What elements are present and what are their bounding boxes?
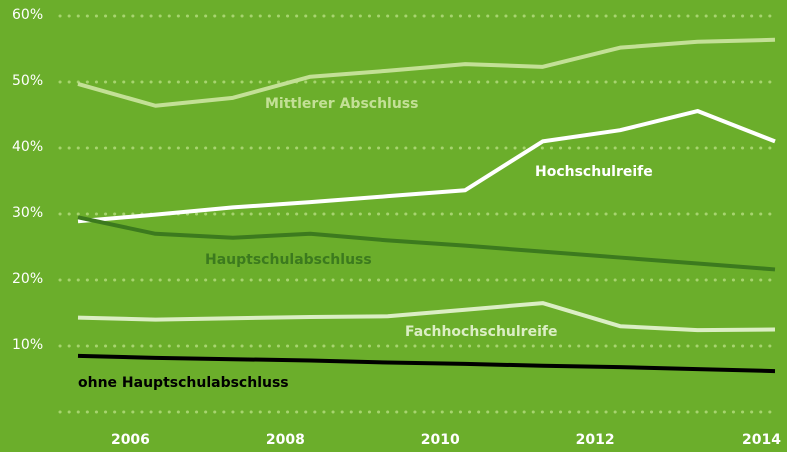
series-label: Hauptschulabschluss bbox=[205, 252, 372, 268]
series-label: Hochschulreife bbox=[535, 164, 653, 180]
series-label: Fachhochschulreife bbox=[405, 324, 557, 340]
y-tick-label: 60% bbox=[12, 7, 43, 23]
y-tick-label: 40% bbox=[12, 139, 43, 155]
y-tick-label: 50% bbox=[12, 73, 43, 89]
series-line bbox=[77, 37, 776, 108]
series-line bbox=[77, 353, 776, 374]
x-tick-label: 2006 bbox=[111, 432, 150, 448]
y-tick-label: 10% bbox=[12, 337, 43, 353]
series-label: ohne Hauptschulabschluss bbox=[78, 375, 289, 391]
y-tick-label: 20% bbox=[12, 271, 43, 287]
series-line bbox=[77, 109, 776, 224]
x-tick-label: 2012 bbox=[576, 432, 615, 448]
y-tick-label: 30% bbox=[12, 205, 43, 221]
x-tick-label: 2010 bbox=[421, 432, 460, 448]
series-line bbox=[77, 215, 776, 272]
x-tick-label: 2014 bbox=[742, 432, 781, 448]
series-line bbox=[77, 301, 776, 333]
x-tick-label: 2008 bbox=[266, 432, 305, 448]
series-label: Mittlerer Abschluss bbox=[265, 96, 418, 112]
